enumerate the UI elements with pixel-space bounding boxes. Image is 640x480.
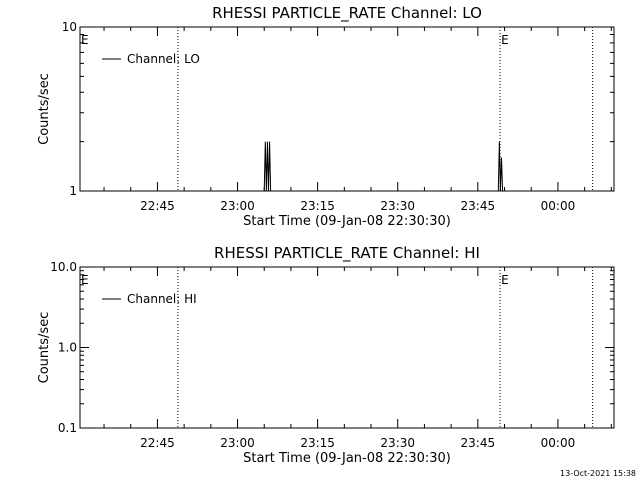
chart-2-y-tick-label-0: 0.1 — [58, 421, 77, 435]
chart-2-x-axis-label: Start Time (09-Jan-08 22:30:30) — [243, 451, 451, 466]
chart-1-x-tick-label-2: 23:15 — [300, 199, 335, 213]
chart-2-y-tick-label-1: 1.0 — [58, 341, 77, 355]
chart-2-x-tick-label-0: 22:45 — [140, 436, 175, 450]
chart-2-e-marker-1: E — [501, 273, 509, 287]
chart-2-y-tick-label-2: 10.0 — [50, 260, 77, 274]
chart-2-x-tick-label-3: 23:30 — [380, 436, 415, 450]
chart-1-x-tick-label-4: 23:45 — [461, 199, 496, 213]
chart-2-x-tick-label-5: 00:00 — [541, 436, 576, 450]
chart-2-y-axis-label: Counts/sec — [37, 312, 52, 384]
chart-1-x-tick-label-0: 22:45 — [140, 199, 175, 213]
chart-2-x-tick-label-4: 23:45 — [461, 436, 496, 450]
chart-1-series-0-segment-1 — [497, 141, 504, 192]
footer-timestamp: 13-Oct-2021 15:38 — [560, 469, 636, 478]
chart-1-x-tick-label-1: 23:00 — [220, 199, 255, 213]
chart-1-x-tick-label-3: 23:30 — [380, 199, 415, 213]
chart-1-e-marker-1: E — [501, 33, 509, 47]
chart-1-plot-frame — [79, 26, 615, 192]
chart-1-title: RHESSI PARTICLE_RATE Channel: LO — [212, 4, 482, 23]
chart-1-legend-label: Channel: LO — [127, 52, 200, 66]
chart-1-x-axis-label: Start Time (09-Jan-08 22:30:30) — [243, 214, 451, 229]
chart-1-y-tick-label-1: 10 — [62, 20, 77, 34]
chart-1-series-0-segment-0 — [263, 141, 272, 192]
chart-1-e-marker-0: E — [81, 33, 89, 47]
chart-1-x-tick-label-5: 00:00 — [541, 199, 576, 213]
chart-1-y-axis-label: Counts/sec — [37, 73, 52, 145]
chart-1-y-tick-label-0: 1 — [69, 184, 77, 198]
chart-2-x-tick-label-1: 23:00 — [220, 436, 255, 450]
chart-2-title: RHESSI PARTICLE_RATE Channel: HI — [214, 244, 480, 263]
chart-2-x-tick-label-2: 23:15 — [300, 436, 335, 450]
chart-2-e-marker-0: E — [81, 273, 89, 287]
chart-2-legend-label: Channel: HI — [127, 292, 197, 306]
